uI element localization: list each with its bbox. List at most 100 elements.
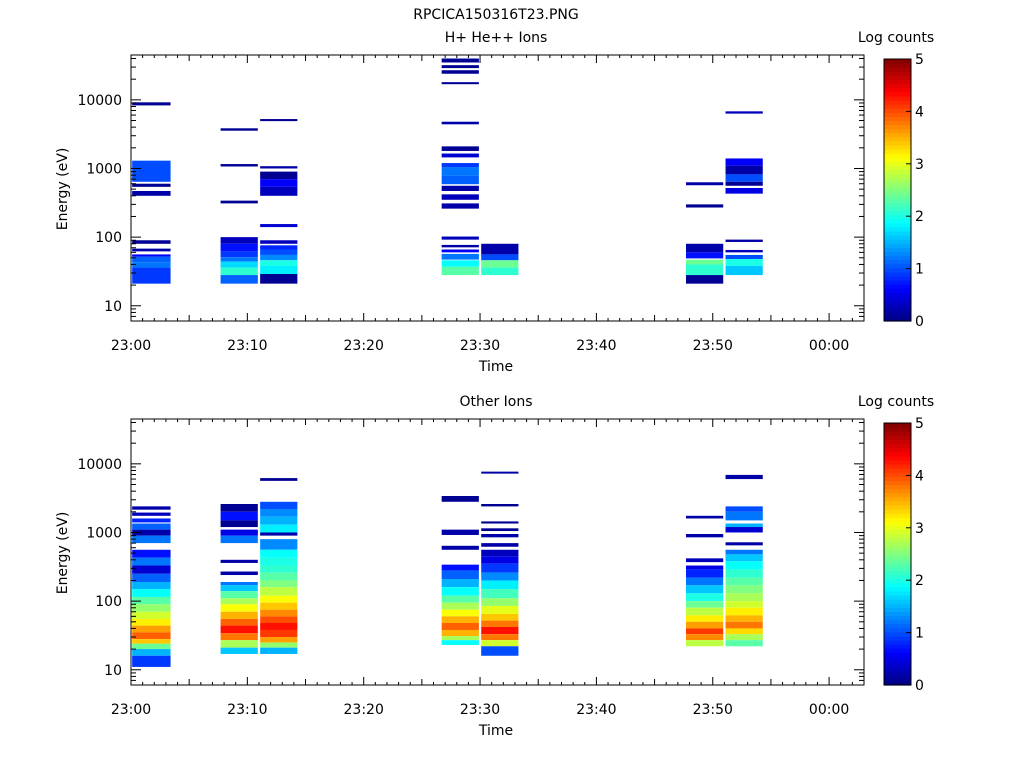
colorbar-swatch — [884, 472, 911, 477]
heatmap-cell — [685, 634, 724, 641]
heatmap-cell — [441, 609, 479, 617]
heatmap-cell — [132, 643, 171, 650]
colorbar-swatch — [884, 611, 911, 616]
heatmap-cell — [685, 621, 724, 629]
x-tick-label: 23:00 — [111, 702, 151, 718]
x-tick-label: 00:00 — [809, 338, 849, 354]
colorbar-swatch — [884, 447, 911, 453]
heatmap-cell — [132, 596, 171, 605]
heatmap-cell — [220, 275, 258, 284]
colorbar-swatch — [884, 132, 911, 138]
colorbar-swatch — [884, 308, 911, 314]
heatmap-cell — [725, 542, 763, 546]
heatmap-cell — [685, 515, 724, 519]
colorbar-swatch — [884, 87, 911, 93]
heatmap-cell — [132, 604, 171, 612]
heatmap-cell — [685, 182, 724, 186]
colorbar-swatch — [884, 304, 911, 310]
colorbar-swatch — [884, 218, 911, 224]
heatmap-cell — [685, 640, 724, 647]
x-tick-label: 23:00 — [111, 338, 151, 354]
heatmap-cell — [725, 506, 763, 512]
heatmap-cell — [481, 243, 519, 255]
heatmap-cell — [220, 520, 258, 528]
heatmap-cell — [132, 254, 171, 257]
colorbar-swatch — [884, 206, 911, 212]
colorbar-swatch — [884, 537, 911, 543]
colorbar-swatch — [884, 439, 911, 445]
colorbar-swatch — [884, 316, 911, 322]
heatmap-cell — [441, 545, 479, 550]
heatmap-cell — [441, 595, 479, 603]
colorbar-swatch — [884, 492, 911, 498]
heatmap-cell — [260, 642, 298, 648]
colorbar-tick-label: 4 — [915, 104, 924, 120]
heatmap-cell — [220, 633, 258, 641]
heatmap-cell — [260, 516, 298, 525]
heatmap-cell — [220, 511, 258, 521]
colorbar-swatch — [884, 239, 911, 244]
heatmap-cell — [685, 601, 724, 608]
heatmap-cell — [441, 175, 479, 185]
heatmap-cell — [260, 565, 298, 573]
heatmap-cell — [441, 65, 479, 69]
heatmap-cell — [260, 508, 298, 517]
colorbar-swatch — [884, 284, 911, 289]
heatmap-cell — [725, 601, 763, 608]
colorbar-swatch — [884, 480, 911, 485]
heatmap-cell — [725, 474, 763, 480]
colorbar-swatch — [884, 67, 911, 72]
heatmap-cell — [260, 245, 298, 250]
colorbar-tick-label: 2 — [915, 209, 924, 225]
heatmap-cell — [220, 604, 258, 612]
heatmap-cell — [220, 128, 258, 131]
heatmap-cell — [260, 478, 298, 481]
colorbar-swatch — [884, 554, 911, 559]
colorbar-swatch — [884, 271, 911, 277]
colorbar-swatch — [884, 83, 911, 89]
colorbar-swatch — [884, 672, 911, 678]
colorbar-swatch — [884, 194, 911, 199]
heatmap-cell — [260, 595, 298, 603]
heatmap-cell — [132, 506, 171, 510]
colorbar-tick-label: 5 — [915, 416, 924, 432]
colorbar-swatch — [884, 243, 911, 248]
colorbar-swatch — [884, 668, 911, 674]
colorbar-swatch — [884, 468, 911, 473]
colorbar-swatch — [884, 144, 911, 150]
heatmap-cell — [220, 164, 258, 167]
colorbar-frame — [883, 422, 912, 686]
heatmap-cell — [132, 639, 171, 644]
heatmap-cell — [481, 605, 519, 614]
y-axis-ticks: 10 100 1000 10000 — [77, 422, 864, 686]
y-tick-label: 10 — [104, 663, 122, 679]
colorbar-swatch — [884, 255, 911, 261]
colorbar: 0 1 2 3 4 5 — [883, 416, 924, 694]
colorbar: 0 1 2 3 4 5 — [883, 52, 924, 330]
heatmap-cell — [725, 561, 763, 570]
x-tick-label: 23:40 — [576, 338, 616, 354]
heatmap-cell — [441, 249, 479, 253]
colorbar-swatch — [884, 91, 911, 97]
x-tick-label: 23:10 — [227, 338, 267, 354]
colorbar-swatch — [884, 202, 911, 207]
y-axis-label: Energy (eV) — [55, 512, 71, 595]
heatmap-cell — [260, 265, 298, 275]
colorbar-swatch — [884, 75, 911, 81]
colorbar-swatch — [884, 300, 911, 306]
colorbar-swatch — [884, 660, 911, 666]
y-tick-label: 10000 — [77, 457, 122, 473]
colorbar-tick-label: 3 — [915, 157, 924, 173]
heatmap-cell — [441, 629, 479, 637]
x-tick-label: 23:30 — [460, 338, 500, 354]
colorbar-swatch — [884, 562, 911, 567]
colorbar-swatch — [884, 648, 911, 653]
heatmap-cell — [441, 82, 479, 85]
colorbar-swatch — [884, 525, 911, 531]
heatmap-cell — [441, 570, 479, 580]
heatmap-cell — [220, 618, 258, 626]
heatmap-cell — [725, 523, 763, 528]
colorbar-swatch — [884, 108, 911, 113]
heatmap-cell — [725, 640, 763, 647]
heatmap-cell — [260, 524, 298, 533]
